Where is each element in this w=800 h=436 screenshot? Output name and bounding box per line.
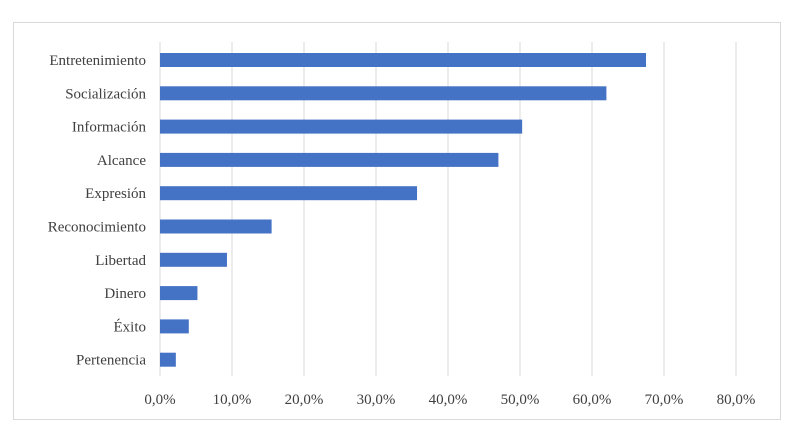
category-label: Alcance <box>97 153 146 169</box>
category-label: Libertad <box>95 253 146 269</box>
x-tick-label: 0,0% <box>144 392 175 408</box>
bar <box>160 53 646 67</box>
category-label: Dinero <box>104 286 146 302</box>
x-tick-label: 10,0% <box>213 392 252 408</box>
category-label: Reconocimiento <box>48 220 146 236</box>
tick-labels: 0,0% 10,0% 20,0% 30,0% 40,0% 50,0% 60,0% 70,0% 8… <box>144 392 755 408</box>
x-tick-label: 70,0% <box>645 392 684 408</box>
x-tick-label: 20,0% <box>285 392 324 408</box>
bar <box>160 86 607 101</box>
bar <box>160 119 523 134</box>
bar <box>160 219 272 234</box>
bar <box>160 286 198 301</box>
x-tick-label: 60,0% <box>573 392 612 408</box>
category-label: Éxito <box>114 318 147 335</box>
category-labels: Entretenimiento Socialización Información A… <box>48 53 147 369</box>
category-label: Información <box>72 120 147 136</box>
x-tick-label: 80,0% <box>717 392 756 408</box>
bar <box>160 186 418 201</box>
x-tick-label: 40,0% <box>429 392 468 408</box>
x-tick-label: 30,0% <box>357 392 396 408</box>
category-label: Entretenimiento <box>49 53 146 69</box>
category-label: Pertenencia <box>76 353 146 369</box>
category-label: Expresión <box>85 186 146 202</box>
bar <box>160 352 176 367</box>
bar <box>160 252 227 267</box>
x-tick-label: 50,0% <box>501 392 540 408</box>
category-label: Socialización <box>65 86 146 102</box>
bars <box>160 53 646 367</box>
bar <box>160 319 189 334</box>
bar <box>160 152 499 167</box>
